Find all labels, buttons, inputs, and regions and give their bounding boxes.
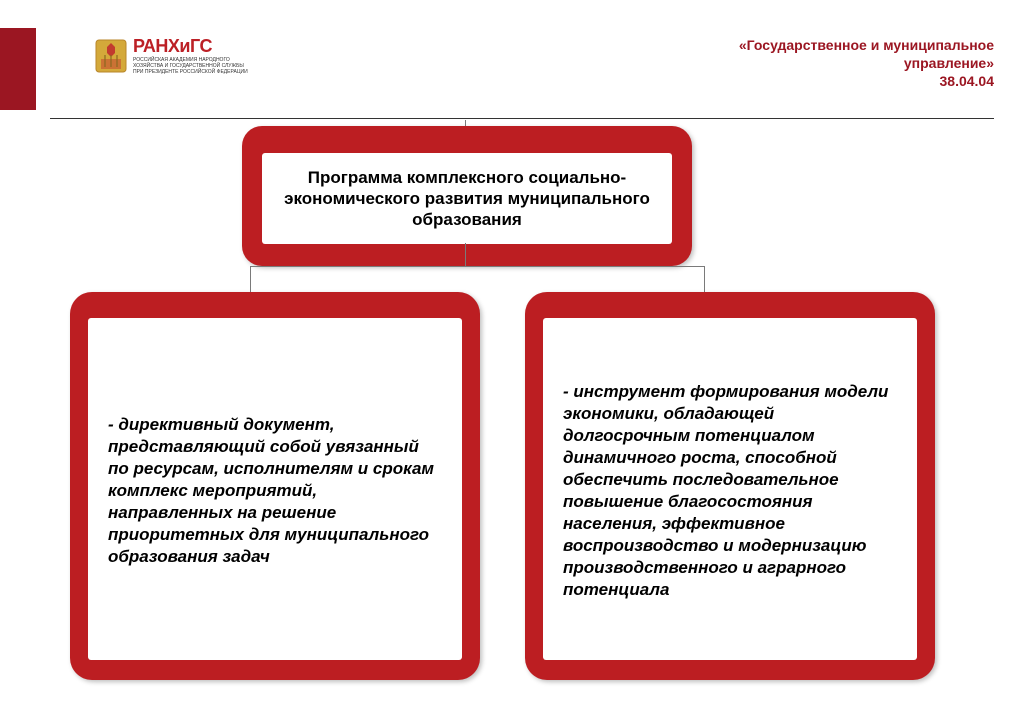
- right-node: - инструмент формирования модели экономи…: [525, 292, 935, 680]
- header-program-line1: «Государственное и муниципальное: [739, 36, 994, 54]
- header: РАНХиГС РОССИЙСКАЯ АКАДЕМИЯ НАРОДНОГО ХО…: [95, 36, 994, 91]
- logo-block: РАНХиГС РОССИЙСКАЯ АКАДЕМИЯ НАРОДНОГО ХО…: [95, 36, 253, 75]
- side-accent-bar: [0, 28, 36, 110]
- left-node-text: - директивный документ, представляющий с…: [108, 414, 442, 569]
- header-right: «Государственное и муниципальное управле…: [739, 36, 994, 91]
- diagram: Программа комплексного социально-экономи…: [0, 110, 1024, 709]
- connector-horizontal: [250, 266, 705, 267]
- top-node-title: Программа комплексного социально-экономи…: [280, 167, 654, 231]
- top-node: Программа комплексного социально-экономи…: [242, 126, 692, 266]
- connector-left: [250, 266, 251, 292]
- connector-right: [704, 266, 705, 292]
- emblem-icon: [95, 39, 127, 73]
- logo-subtitle: РОССИЙСКАЯ АКАДЕМИЯ НАРОДНОГО ХОЗЯЙСТВА …: [133, 57, 253, 75]
- right-node-inner: - инструмент формирования модели экономи…: [543, 318, 917, 660]
- left-node: - директивный документ, представляющий с…: [70, 292, 480, 680]
- connector-center: [465, 243, 466, 266]
- header-program-line2: управление»: [739, 54, 994, 72]
- logo-title: РАНХиГС: [133, 36, 253, 57]
- right-node-text: - инструмент формирования модели экономи…: [563, 381, 897, 602]
- top-node-inner: Программа комплексного социально-экономи…: [262, 153, 672, 244]
- header-program-code: 38.04.04: [739, 72, 994, 90]
- left-node-inner: - директивный документ, представляющий с…: [88, 318, 462, 660]
